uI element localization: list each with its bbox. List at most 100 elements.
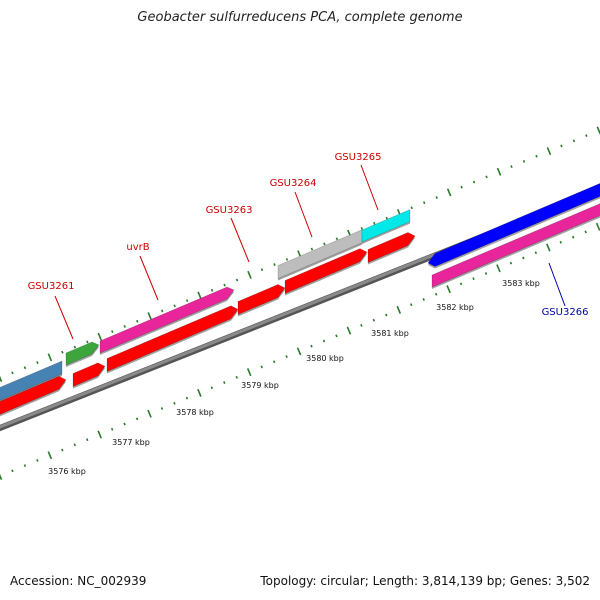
cds-gsu3261-arrow[interactable]: [72, 362, 106, 387]
outer-tick: [410, 206, 413, 210]
leader-line-gsu3264: [294, 191, 313, 238]
cds-gsu3263-arrow[interactable]: [237, 284, 286, 315]
inner-tick: [73, 443, 76, 447]
gene-label-gsu3266: GSU3266: [542, 307, 589, 318]
inner-tick: [310, 344, 313, 348]
gene-label-gsu3265: GSU3265: [335, 152, 382, 163]
leader-line-gsu3266: [548, 262, 566, 307]
scale-label: 3576 kbp: [48, 467, 86, 476]
inner-tick: [110, 427, 114, 431]
inner-tick: [36, 459, 39, 462]
outer-tick: [496, 167, 502, 176]
outer-tick-track: [0, 126, 600, 383]
outer-tick: [273, 263, 276, 266]
outer-tick: [136, 319, 139, 323]
outer-tick: [86, 340, 89, 344]
inner-tick: [210, 386, 214, 390]
outer-tick: [73, 345, 77, 349]
leader-line-gsu3261: [54, 295, 74, 340]
leader-line-gsu3265: [360, 164, 379, 211]
scale-label: 3582 kbp: [436, 303, 474, 312]
outer-tick: [323, 242, 326, 246]
outer-tick: [47, 353, 53, 362]
scale-label: 3581 kbp: [371, 329, 409, 338]
inner-tick: [434, 292, 438, 296]
upstream-gene-arrow[interactable]: [0, 360, 63, 402]
cds-arrow[interactable]: [0, 375, 67, 416]
outer-tick: [197, 291, 202, 300]
genome-summary-text: Topology: circular; Length: 3,814,139 bp…: [260, 574, 590, 588]
outer-tick: [36, 361, 39, 364]
outer-tick: [173, 304, 176, 308]
cds-gsu3264-arrow[interactable]: [284, 248, 368, 294]
scale-label: 3580 kbp: [306, 354, 344, 363]
gene-gsu3266-arrow[interactable]: [427, 179, 600, 267]
leader-line-gsu3263: [230, 217, 250, 263]
inner-tick-track: [0, 222, 600, 481]
outer-tick: [522, 159, 526, 163]
inner-tick: [47, 451, 53, 460]
inner-tick: [97, 430, 102, 439]
scale-label: 3583 kbp: [502, 279, 540, 288]
inner-tick: [446, 285, 451, 294]
gene-labels: GSU3261 uvrB GSU3263 GSU3264 GSU3265 GSU3266: [28, 152, 589, 340]
outer-tick: [435, 196, 438, 199]
inner-tick: [595, 222, 600, 231]
inner-tick: [360, 324, 363, 327]
inner-tick: [559, 240, 562, 244]
outer-tick: [360, 227, 364, 230]
inner-tick: [484, 272, 488, 275]
gene-uvrb-arrow[interactable]: [99, 286, 235, 354]
outer-tick: [235, 278, 239, 282]
inner-tick: [246, 368, 252, 377]
inner-tick: [322, 339, 326, 343]
gene-label-gsu3261: GSU3261: [28, 281, 75, 292]
inner-tick: [173, 401, 176, 405]
inner-tick: [459, 282, 463, 286]
inner-tick: [296, 347, 302, 356]
outer-tick: [335, 237, 339, 241]
outer-tick: [472, 180, 476, 184]
inner-tick: [223, 381, 226, 384]
inner-tick: [410, 303, 413, 307]
inner-tick: [11, 469, 14, 473]
outer-tick: [11, 371, 14, 375]
outer-tick: [460, 185, 463, 189]
inner-tick: [0, 473, 3, 481]
outer-tick: [485, 175, 488, 179]
outer-tick: [23, 366, 27, 370]
cds-uvrb-arrow[interactable]: [106, 305, 239, 372]
scale-label: 3578 kbp: [176, 408, 214, 417]
inner-tick: [123, 422, 126, 426]
scale-label: 3577 kbp: [112, 438, 150, 447]
gene-gsu3261-arrow[interactable]: [65, 341, 100, 366]
inner-tick: [335, 334, 338, 338]
gene-gsu3265-arrow[interactable]: [361, 209, 411, 243]
outer-tick: [260, 268, 264, 272]
inner-tick: [285, 355, 288, 358]
inner-tick: [272, 360, 276, 364]
outer-tick: [373, 221, 376, 225]
inner-tick: [197, 388, 202, 397]
outer-tick: [247, 270, 252, 279]
inner-tick: [522, 256, 525, 260]
outer-tick: [0, 375, 3, 383]
inner-tick: [422, 298, 425, 301]
inner-tick: [385, 313, 388, 317]
gene-label-uvrb: uvrB: [126, 242, 149, 253]
inner-tick: [546, 243, 551, 252]
inner-tick: [572, 235, 575, 239]
outer-tick: [285, 257, 289, 261]
gene-label-gsu3264: GSU3264: [270, 178, 317, 189]
outer-tick: [97, 332, 103, 341]
inner-tick: [147, 409, 152, 418]
outer-tick: [385, 216, 388, 220]
cds-gsu3266-arrow[interactable]: [431, 199, 600, 288]
inner-tick: [346, 326, 352, 335]
inner-tick: [160, 407, 164, 410]
cds-gsu3265-arrow[interactable]: [367, 232, 416, 263]
outer-tick: [446, 188, 452, 197]
outer-tick: [560, 144, 563, 148]
inner-tick: [61, 448, 64, 452]
outer-tick: [223, 283, 226, 287]
